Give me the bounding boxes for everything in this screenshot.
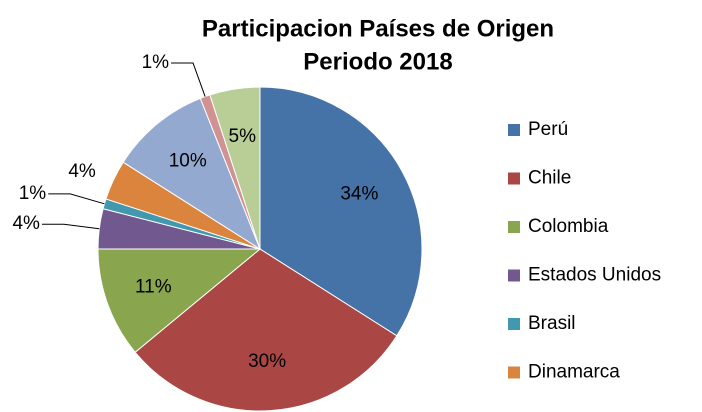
legend-label: Dinamarca [528,362,620,383]
data-label: 5% [229,126,257,147]
pie-slice [134,248,398,412]
legend-swatch [508,124,520,136]
legend-swatch [508,366,520,379]
data-label: 1% [142,52,170,73]
data-label: 1% [19,183,47,204]
legend-label: Brasil [528,313,576,334]
leader-line [48,193,105,205]
legend-swatch [508,221,520,233]
legend-swatch [508,172,520,185]
leader-line [41,223,100,230]
pie-slice [259,86,423,337]
data-label: 30% [248,351,286,372]
legend-label: Perú [528,119,568,140]
legend-label: Colombia [528,216,609,237]
legend-label: Chile [528,168,571,189]
chart-title: Periodo 2018 [303,48,452,75]
legend-swatch [508,269,520,282]
leader-line [171,62,206,97]
legend-swatch [508,318,520,330]
chart-title: Participacion Países de Origen [202,15,554,42]
data-label: 4% [12,213,40,234]
pie-slice [209,86,261,250]
data-label: 34% [340,183,378,204]
pie-slice [122,97,262,251]
pie-slice [97,248,262,353]
data-label: 4% [68,161,96,182]
legend-label: Estados Unidos [528,265,661,286]
data-label: 10% [169,151,207,172]
data-label: 11% [135,276,172,297]
